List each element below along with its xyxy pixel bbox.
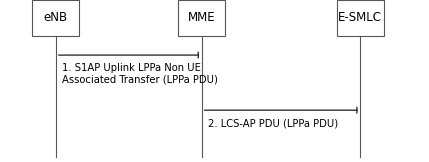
Text: 2. LCS-AP PDU (LPPa PDU): 2. LCS-AP PDU (LPPa PDU) xyxy=(208,118,338,128)
Text: MME: MME xyxy=(188,11,215,24)
FancyBboxPatch shape xyxy=(337,0,384,36)
FancyBboxPatch shape xyxy=(32,0,79,36)
Text: E-SMLC: E-SMLC xyxy=(338,11,382,24)
Text: 1. S1AP Uplink LPPa Non UE
Associated Transfer (LPPa PDU): 1. S1AP Uplink LPPa Non UE Associated Tr… xyxy=(62,63,218,85)
FancyBboxPatch shape xyxy=(178,0,225,36)
Text: eNB: eNB xyxy=(44,11,68,24)
